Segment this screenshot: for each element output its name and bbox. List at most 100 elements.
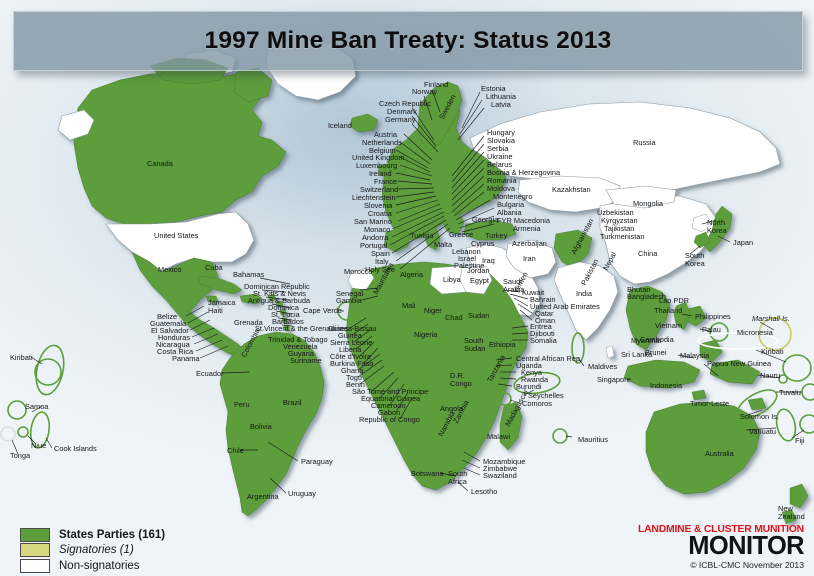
map-label-d-r-congo: D.R. Congo — [450, 371, 472, 389]
map-label-kiribati: Kiribati — [10, 353, 33, 362]
legend: States Parties (161) Signatories (1) Non… — [20, 527, 165, 574]
map-label-tuvalu: Tuvalu — [779, 388, 801, 397]
circle-maldives — [571, 332, 585, 364]
map-label-luxembourg: Luxembourg — [356, 161, 398, 170]
map-label-singapore: Singapore — [597, 375, 631, 384]
circle-tonga — [0, 426, 16, 442]
map-label-nicaragua: Nicaragua — [156, 340, 190, 349]
map-label-s-o-tom-and-principe: São Tomé and Principe — [352, 387, 429, 396]
map-label-bangladesh: Bangladesh — [627, 292, 667, 301]
africa-landmass — [345, 261, 529, 491]
map-label-iceland: Iceland — [328, 121, 352, 130]
country-china — [599, 195, 717, 285]
map-label-czech-republic: Czech Republic — [379, 99, 431, 108]
map-label-panama: Panama — [172, 354, 200, 363]
map-label-maldives: Maldives — [588, 362, 618, 371]
map-label-solomon-is: Solomon Is. — [740, 412, 780, 421]
map-label-liechtenstein: Liechtenstein — [352, 193, 396, 202]
map-label-kiribati: Kiribati — [761, 347, 784, 356]
map-label-c-te-d-ivoire: Côte d'Ivoire — [330, 352, 372, 361]
map-label-turkey: Turkey — [485, 231, 508, 240]
map-label-algeria: Algeria — [400, 270, 424, 279]
map-label-timor-leste: Timor-Leste — [690, 399, 730, 408]
map-label-malaysia: Malaysia — [680, 351, 710, 360]
map-label-north-korea: North Korea — [707, 218, 727, 236]
map-label-somalia: Somalia — [530, 336, 557, 345]
map-label-botswana: Botswana — [411, 469, 444, 478]
map-label-cook-islands: Cook Islands — [54, 444, 97, 453]
page-title: 1997 Mine Ban Treaty: Status 2013 — [204, 27, 612, 54]
map-label-guinea-bissau: Guinea-Bissau — [328, 324, 377, 333]
map-label-niue: Niue — [31, 441, 47, 450]
country-cuba — [197, 275, 243, 295]
copyright-notice: © ICBL-CMC November 2013 — [690, 560, 804, 570]
map-label-south-africa: South Africa — [448, 469, 468, 487]
circle-vanuatu — [775, 408, 797, 442]
map-label-united-kingdom: United Kingdom — [352, 153, 405, 162]
map-label-albania: Albania — [497, 208, 522, 217]
map-label-cyprus: Cyprus — [471, 239, 495, 248]
map-label-fyr-macedonia: FYR Macedonia — [497, 216, 550, 225]
map-label-zimbabwe: Zimbabwe — [483, 464, 518, 473]
circle-comoros — [498, 392, 512, 406]
map-label-montenegro: Montenegro — [493, 192, 533, 201]
map-label-morocco: Morocco — [344, 267, 373, 276]
map-label-comoros: Comoros — [522, 399, 552, 408]
map-label-samoa: Samoa — [25, 402, 49, 411]
map-label-mexico: Mexico — [158, 265, 182, 274]
map-label-georgia: Georgia — [472, 215, 499, 224]
country-afghanistan — [553, 229, 593, 269]
map-label-libya: Libya — [443, 275, 461, 284]
map-label-latvia: Latvia — [491, 100, 511, 109]
map-label-st-vincent-the-grenadines: St.Vincent & the Grenadines — [255, 324, 349, 333]
logo-tagline: LANDMINE & CLUSTER MUNITION — [637, 524, 804, 535]
southeast-asia — [625, 285, 671, 351]
country-new-zealand — [781, 483, 809, 525]
circle-kiribati-central — [782, 354, 812, 382]
circle-nauru — [778, 374, 788, 384]
landmasses — [57, 37, 809, 525]
circle-sao-tome — [410, 367, 428, 385]
map-label-mongolia: Mongolia — [633, 199, 663, 208]
map-label-republic-of-congo: Republic of Congo — [359, 415, 420, 424]
map-label-austria: Austria — [374, 130, 398, 139]
map-label-palau: Palau — [702, 325, 721, 334]
country-madagascar — [499, 401, 523, 451]
map-label-norway: Norway — [412, 87, 438, 96]
circle-palau — [709, 322, 729, 342]
map-label-el-salvador: El Salvador — [151, 326, 189, 335]
map-label-barbados: Barbados — [272, 317, 304, 326]
country-sri-lanka — [605, 345, 615, 359]
legend-item-signatories: Signatories (1) — [20, 543, 165, 559]
map-label-brazil: Brazil — [283, 398, 302, 407]
map-label-burundi: Burundi — [516, 382, 542, 391]
map-label-mozambique: Mozambique — [483, 457, 526, 466]
map-label-egypt: Egypt — [470, 276, 489, 285]
map-label-brunei: Brunei — [645, 348, 667, 357]
map-label-ukraine: Ukraine — [487, 152, 513, 161]
south-america — [219, 331, 325, 517]
map-label-denmark: Denmark — [387, 107, 417, 116]
circle-kiribati-oval — [35, 344, 65, 396]
map-label-canada: Canada — [147, 159, 173, 168]
country-iran — [505, 239, 557, 279]
country-south-korea — [693, 231, 711, 249]
map-label-spain: Spain — [371, 249, 390, 258]
map-label-dominica: Dominica — [268, 303, 299, 312]
map-label-benin: Benin — [346, 380, 365, 389]
map-label-djibouti: Djibouti — [530, 329, 555, 338]
map-label-croatia: Croatia — [368, 209, 392, 218]
map-label-uzbekistan: Uzbekistan — [597, 208, 634, 217]
map-label-belarus: Belarus — [487, 160, 513, 169]
legend-label-states-parties: States Parties (161) — [59, 528, 166, 541]
map-label-sri-lanka: Sri Lanka — [621, 350, 653, 359]
map-label-argentina: Argentina — [247, 492, 279, 501]
map-label-qatar: Qatar — [535, 309, 554, 318]
map-label-new-zealand: New Zealand — [778, 504, 805, 522]
legend-item-states-parties: States Parties (161) — [20, 527, 165, 543]
map-label-switzerland: Switzerland — [360, 185, 399, 194]
map-label-seychelles: Seychelles — [528, 391, 564, 400]
map-label-equatorial-guinea: Equatorial Guinea — [361, 394, 421, 403]
map-label-rwanda: Rwanda — [521, 375, 549, 384]
